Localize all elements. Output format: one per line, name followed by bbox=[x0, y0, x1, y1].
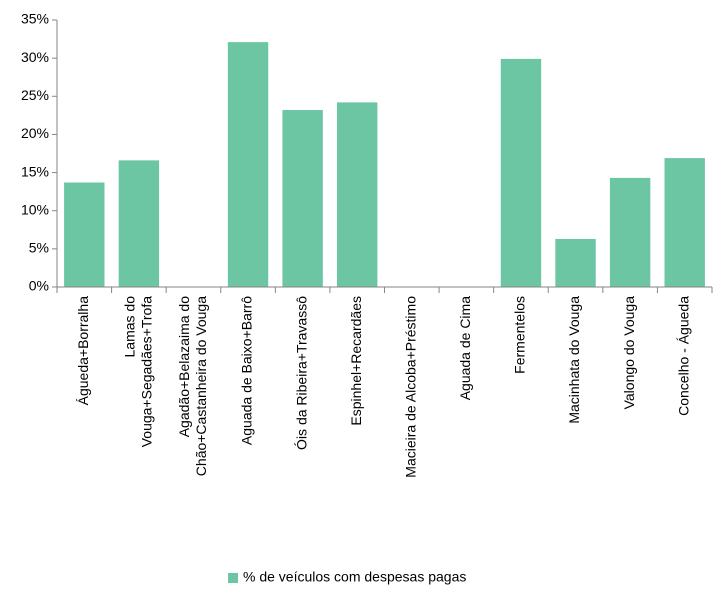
x-tick-label: Agadão+Belazaima doChão+Castanheira do V… bbox=[176, 296, 209, 476]
y-tick-label: 15% bbox=[21, 163, 49, 179]
bar bbox=[118, 160, 160, 287]
y-tick-label: 35% bbox=[21, 11, 49, 27]
legend-label: % de veículos com despesas pagas bbox=[243, 569, 466, 585]
y-tick-label: 0% bbox=[29, 278, 49, 294]
x-tick-label: Valongo do Vouga bbox=[621, 296, 637, 410]
x-tick-label: Macieira de Alcoba+Préstimo bbox=[402, 296, 418, 478]
y-tick-label: 10% bbox=[21, 201, 49, 217]
bar bbox=[282, 110, 323, 287]
bar bbox=[609, 177, 651, 287]
x-tick-label: Espinhel+Recardães bbox=[348, 296, 364, 426]
legend-swatch bbox=[228, 573, 238, 583]
bar bbox=[64, 182, 105, 287]
y-tick-label: 20% bbox=[21, 125, 49, 141]
x-tick-label: Óis da Ribeira+Travassô bbox=[293, 296, 309, 450]
bar bbox=[500, 58, 542, 287]
bar bbox=[227, 42, 269, 287]
x-tick-label: Fermentelos bbox=[512, 296, 528, 374]
x-tick-label: Aguada de Cima bbox=[457, 296, 473, 401]
y-tick-label: 30% bbox=[21, 49, 49, 65]
y-tick-label: 25% bbox=[21, 87, 49, 103]
x-tick-label: Concelho - Águeda bbox=[675, 296, 691, 416]
bar bbox=[337, 102, 378, 287]
bar bbox=[664, 158, 705, 287]
y-tick-label: 5% bbox=[29, 240, 49, 256]
x-tick-label: Macinhata do Vouga bbox=[566, 296, 582, 424]
x-tick-label: Lamas doVouga+Segadães+Trofa bbox=[121, 296, 154, 447]
x-tick-label: Aguada de Baixo+Barrô bbox=[239, 296, 255, 445]
bar bbox=[555, 238, 596, 287]
x-tick-label: Águeda+Borralha bbox=[75, 296, 91, 406]
